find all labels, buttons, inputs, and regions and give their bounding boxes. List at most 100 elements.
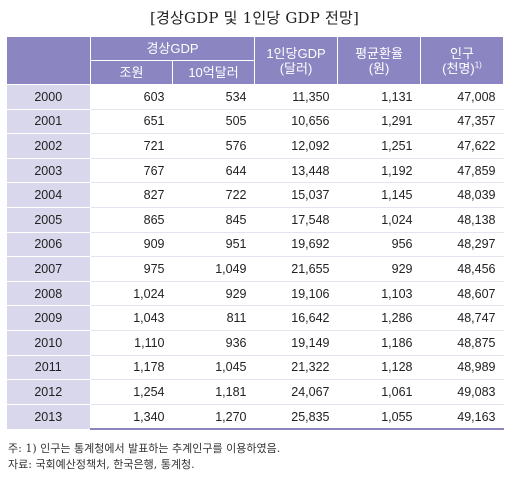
exchange-rate-cell: 1,024 — [337, 207, 421, 233]
per-capita-gdp-unit: (달러) — [279, 60, 313, 76]
exchange-rate-header: 평균환율 (원) — [337, 36, 421, 85]
nominal-gdp-header: 경상GDP — [90, 36, 255, 61]
population-cell: 47,859 — [420, 158, 504, 184]
table-row: 2011 1,178 1,045 21,322 1,128 48,989 — [6, 355, 504, 381]
population-label: 인구 — [450, 45, 474, 61]
table-row: 2006 909 951 19,692 956 48,297 — [6, 232, 504, 258]
gdp-trillion-won-cell: 767 — [90, 158, 173, 184]
per-capita-gdp-cell: 13,448 — [254, 158, 338, 184]
population-cell: 49,083 — [420, 379, 504, 405]
table-row: 2007 975 1,049 21,655 929 48,456 — [6, 256, 504, 282]
year-cell: 2008 — [6, 281, 91, 307]
year-cell: 2009 — [6, 305, 91, 331]
table-row: 2002 721 576 12,092 1,251 47,622 — [6, 133, 504, 159]
population-cell: 47,622 — [420, 133, 504, 159]
exchange-rate-cell: 1,128 — [337, 355, 421, 381]
table-row: 2010 1,110 936 19,149 1,186 48,875 — [6, 330, 504, 356]
table-row: 2003 767 644 13,448 1,192 47,859 — [6, 158, 504, 184]
gdp-billion-usd-cell: 1,181 — [172, 379, 255, 405]
per-capita-gdp-cell: 12,092 — [254, 133, 338, 159]
per-capita-gdp-label: 1인당GDP — [266, 45, 326, 61]
table-row: 2013 1,340 1,270 25,835 1,055 49,163 — [6, 404, 504, 431]
exchange-rate-cell: 1,131 — [337, 84, 421, 110]
gdp-billion-usd-header: 10억달러 — [172, 60, 255, 85]
population-cell: 47,008 — [420, 84, 504, 110]
year-cell: 2007 — [6, 256, 91, 282]
per-capita-gdp-cell: 24,067 — [254, 379, 338, 405]
gdp-table: 경상GDP 1인당GDP (달러) 평균환율 (원) 인구 (천명)1) 조원 … — [6, 36, 504, 431]
gdp-trillion-won-cell: 909 — [90, 232, 173, 258]
population-cell: 48,297 — [420, 232, 504, 258]
population-cell: 48,607 — [420, 281, 504, 307]
population-cell: 48,138 — [420, 207, 504, 233]
gdp-trillion-won-cell: 827 — [90, 182, 173, 208]
population-cell: 49,163 — [420, 404, 504, 431]
exchange-rate-cell: 1,291 — [337, 109, 421, 135]
table-row: 2005 865 845 17,548 1,024 48,138 — [6, 207, 504, 233]
per-capita-gdp-cell: 17,548 — [254, 207, 338, 233]
population-cell: 48,039 — [420, 182, 504, 208]
gdp-trillion-won-cell: 975 — [90, 256, 173, 282]
per-capita-gdp-cell: 25,835 — [254, 404, 338, 431]
gdp-trillion-won-cell: 865 — [90, 207, 173, 233]
table-row: 2012 1,254 1,181 24,067 1,061 49,083 — [6, 379, 504, 405]
population-unit: (천명) — [442, 60, 475, 76]
per-capita-gdp-header: 1인당GDP (달러) — [254, 36, 338, 85]
gdp-billion-usd-cell: 1,045 — [172, 355, 255, 381]
footnote: 주: 1) 인구는 통계청에서 발표하는 추계인구를 이용하였음. — [8, 442, 281, 455]
population-cell: 48,456 — [420, 256, 504, 282]
year-cell: 2002 — [6, 133, 91, 159]
gdp-trillion-won-cell: 721 — [90, 133, 173, 159]
year-cell: 2013 — [6, 404, 91, 430]
year-cell: 2011 — [6, 355, 91, 381]
exchange-rate-cell: 929 — [337, 256, 421, 282]
gdp-trillion-won-cell: 603 — [90, 84, 173, 110]
per-capita-gdp-cell: 21,322 — [254, 355, 338, 381]
population-footnote-mark: 1) — [474, 60, 482, 70]
gdp-trillion-won-header: 조원 — [90, 60, 173, 85]
year-header — [6, 36, 91, 85]
gdp-trillion-won-cell: 1,178 — [90, 355, 173, 381]
exchange-rate-unit: (원) — [368, 60, 390, 76]
source-note: 자료: 국회예산정책처, 한국은행, 통계청. — [8, 458, 195, 471]
exchange-rate-cell: 1,103 — [337, 281, 421, 307]
exchange-rate-cell: 956 — [337, 232, 421, 258]
per-capita-gdp-cell: 10,656 — [254, 109, 338, 135]
exchange-rate-cell: 1,061 — [337, 379, 421, 405]
per-capita-gdp-cell: 11,350 — [254, 84, 338, 110]
population-header: 인구 (천명)1) — [420, 36, 504, 85]
gdp-billion-usd-cell: 1,270 — [172, 404, 255, 431]
gdp-billion-usd-cell: 1,049 — [172, 256, 255, 282]
year-cell: 2003 — [6, 158, 91, 184]
gdp-billion-usd-cell: 845 — [172, 207, 255, 233]
gdp-trillion-won-cell: 1,254 — [90, 379, 173, 405]
year-cell: 2012 — [6, 379, 91, 405]
year-cell: 2001 — [6, 109, 91, 135]
gdp-trillion-won-cell: 1,340 — [90, 404, 173, 431]
gdp-billion-usd-cell: 929 — [172, 281, 255, 307]
table-row: 2004 827 722 15,037 1,145 48,039 — [6, 182, 504, 208]
table-row: 2001 651 505 10,656 1,291 47,357 — [6, 109, 504, 135]
gdp-billion-usd-cell: 505 — [172, 109, 255, 135]
table-body: 2000 603 534 11,350 1,131 47,008 2001 651 505 10,… — [6, 84, 504, 431]
gdp-billion-usd-cell: 951 — [172, 232, 255, 258]
gdp-trillion-won-cell: 1,024 — [90, 281, 173, 307]
gdp-billion-usd-cell: 811 — [172, 305, 255, 331]
per-capita-gdp-cell: 19,692 — [254, 232, 338, 258]
gdp-trillion-won-cell: 1,043 — [90, 305, 173, 331]
table-header: 경상GDP 1인당GDP (달러) 평균환율 (원) 인구 (천명)1) 조원 … — [6, 36, 504, 85]
table-row: 2008 1,024 929 19,106 1,103 48,607 — [6, 281, 504, 307]
exchange-rate-cell: 1,251 — [337, 133, 421, 159]
exchange-rate-cell: 1,186 — [337, 330, 421, 356]
exchange-rate-label: 평균환율 — [355, 45, 403, 61]
year-cell: 2006 — [6, 232, 91, 258]
exchange-rate-cell: 1,192 — [337, 158, 421, 184]
gdp-billion-usd-cell: 576 — [172, 133, 255, 159]
population-cell: 48,875 — [420, 330, 504, 356]
population-cell: 48,747 — [420, 305, 504, 331]
gdp-billion-usd-cell: 936 — [172, 330, 255, 356]
gdp-billion-usd-cell: 722 — [172, 182, 255, 208]
year-cell: 2004 — [6, 182, 91, 208]
per-capita-gdp-cell: 15,037 — [254, 182, 338, 208]
notes: 주: 1) 인구는 통계청에서 발표하는 추계인구를 이용하였음. 자료: 국회… — [8, 441, 280, 473]
